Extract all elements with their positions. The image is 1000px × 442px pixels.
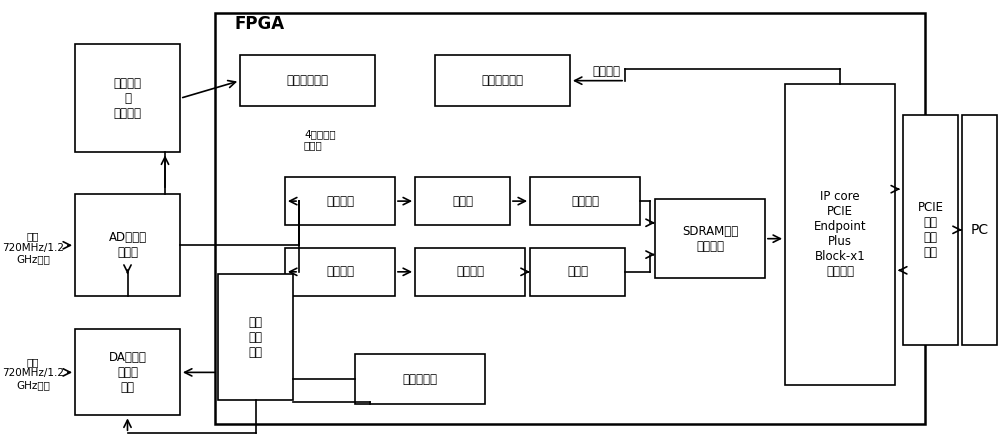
Text: 信号调理: 信号调理 <box>326 265 354 278</box>
Text: 数据调理: 数据调理 <box>571 194 599 208</box>
Text: 4路并行采
样数据: 4路并行采 样数据 <box>304 129 336 150</box>
Bar <box>530 248 625 296</box>
Bar <box>415 248 525 296</box>
Bar <box>285 248 395 296</box>
Text: 中频
720MHz/1.2
GHz切换: 中频 720MHz/1.2 GHz切换 <box>2 357 64 390</box>
Text: IP core
PCIE
Endpoint
Plus
Block-x1
控制逻辑: IP core PCIE Endpoint Plus Block-x1 控制逻辑 <box>814 190 866 278</box>
Bar <box>415 177 510 225</box>
Bar <box>785 84 895 385</box>
Text: FPGA: FPGA <box>235 15 285 33</box>
Text: PCIE
总线
数据
收发: PCIE 总线 数据 收发 <box>918 201 944 259</box>
Text: 载波同步: 载波同步 <box>326 194 354 208</box>
Bar <box>285 177 395 225</box>
Text: 参数配置: 参数配置 <box>592 65 620 78</box>
Bar <box>240 55 375 106</box>
Text: DA高速数
模转换
芯片: DA高速数 模转换 芯片 <box>109 351 146 394</box>
Bar <box>962 115 997 345</box>
Text: 时钟管理模块: 时钟管理模块 <box>287 74 328 87</box>
Text: 时钟生成
与
管理芯片: 时钟生成 与 管理芯片 <box>114 77 142 120</box>
Text: AD高速采
集芯片: AD高速采 集芯片 <box>108 231 147 259</box>
Bar <box>75 44 180 152</box>
Bar <box>903 115 958 345</box>
Text: 码元同步: 码元同步 <box>456 265 484 278</box>
Bar <box>435 55 570 106</box>
Text: 工作模式配置: 工作模式配置 <box>481 74 524 87</box>
Bar <box>215 13 925 424</box>
Text: PC: PC <box>970 223 989 237</box>
Text: SDRAM缓存
读写逻辑: SDRAM缓存 读写逻辑 <box>682 225 738 253</box>
Text: 帧同步: 帧同步 <box>567 265 588 278</box>
Text: 外围
芯片
配置: 外围 芯片 配置 <box>248 316 262 358</box>
Bar <box>75 329 180 415</box>
Bar <box>655 199 765 278</box>
Text: 中频
720MHz/1.2
GHz切换: 中频 720MHz/1.2 GHz切换 <box>2 231 64 264</box>
Bar <box>530 177 640 225</box>
Text: 自检源生成: 自检源生成 <box>402 373 438 385</box>
Bar <box>75 194 180 296</box>
Bar <box>218 274 293 400</box>
Bar <box>355 354 485 404</box>
Text: 解模糊: 解模糊 <box>452 194 473 208</box>
